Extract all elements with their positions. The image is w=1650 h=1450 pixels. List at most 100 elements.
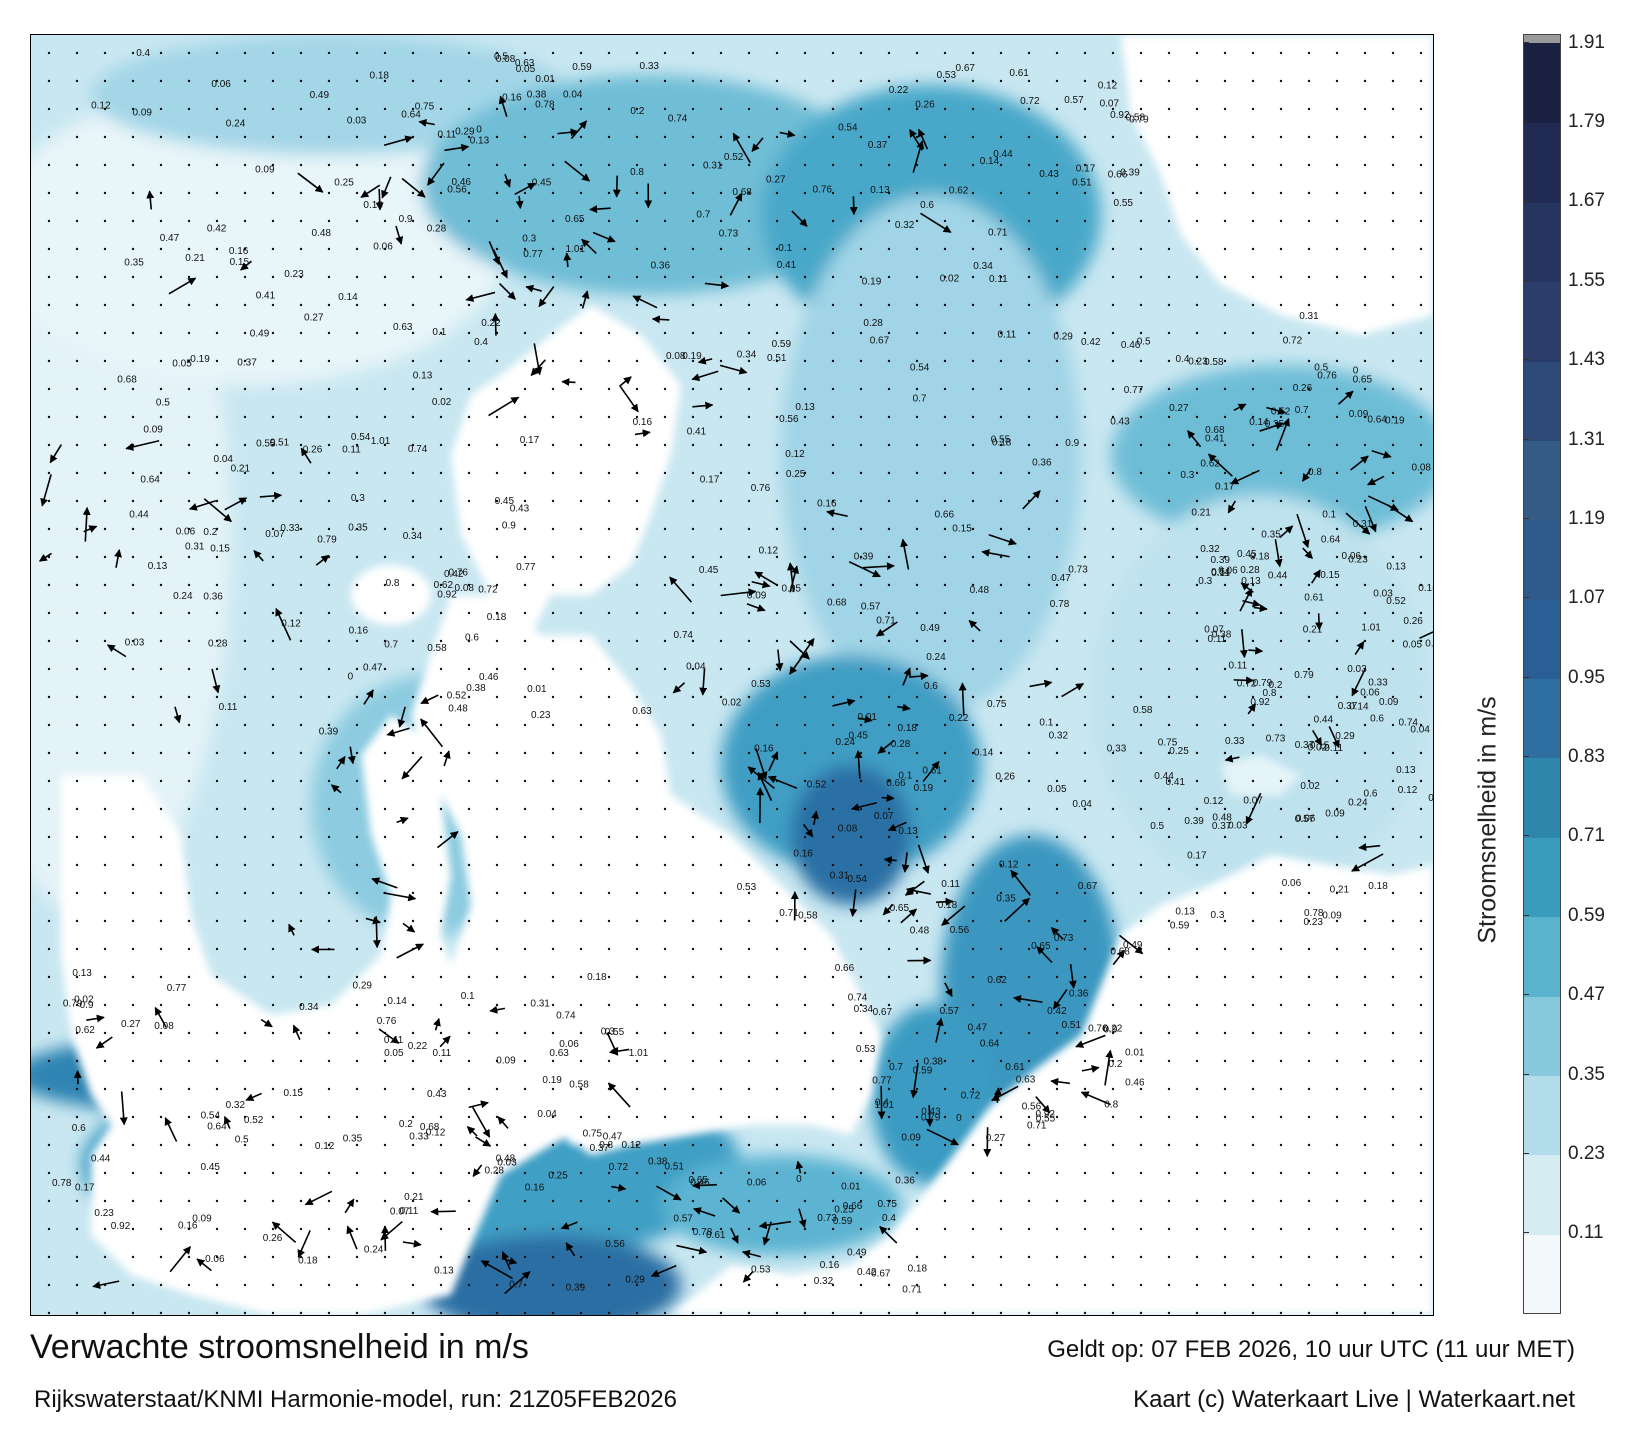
grid-dot [75, 1199, 79, 1203]
grid-dot [859, 891, 863, 895]
grid-dot [215, 1171, 219, 1175]
grid-dot [1111, 163, 1115, 167]
speed-value-label: 0.35 [124, 257, 144, 268]
grid-dot [383, 527, 387, 531]
grid-dot [271, 135, 275, 139]
speed-value-label: 0.66 [835, 963, 855, 974]
grid-dot [327, 639, 331, 643]
grid-dot [691, 443, 695, 447]
grid-dot [103, 779, 107, 783]
grid-dot [999, 751, 1003, 755]
grid-dot [383, 723, 387, 727]
grid-dot [1251, 79, 1255, 83]
speed-value-label: 0.45 [1237, 549, 1257, 560]
grid-dot [691, 751, 695, 755]
speed-value-label: 0.73 [1054, 933, 1074, 944]
grid-dot [1335, 947, 1339, 951]
grid-dot [327, 1143, 331, 1147]
grid-dot [47, 723, 51, 727]
grid-dot [831, 1255, 835, 1259]
grid-dot [495, 975, 499, 979]
speed-value-label: 0.04 [1072, 799, 1092, 810]
grid-dot [327, 667, 331, 671]
copyright-link[interactable]: Kaart (c) Waterkaart Live | Waterkaart.n… [1133, 1386, 1575, 1413]
grid-dot [1111, 275, 1115, 279]
grid-dot [187, 163, 191, 167]
grid-dot [999, 163, 1003, 167]
grid-dot [1251, 919, 1255, 923]
grid-dot [495, 583, 499, 587]
speed-value-label: 0.5 [1150, 821, 1164, 832]
grid-dot [243, 1143, 247, 1147]
grid-dot [831, 275, 835, 279]
grid-dot [159, 443, 163, 447]
grid-dot [467, 107, 471, 111]
grid-dot [1363, 303, 1367, 307]
grid-dot [1055, 751, 1059, 755]
grid-dot [327, 723, 331, 727]
grid-dot [1195, 1143, 1199, 1147]
colorbar [1523, 34, 1561, 1314]
grid-dot [243, 1115, 247, 1119]
grid-dot [747, 611, 751, 615]
grid-dot [271, 303, 275, 307]
speed-value-label: 0.77 [1124, 385, 1144, 396]
grid-dot [551, 583, 555, 587]
grid-dot [1083, 443, 1087, 447]
grid-dot [47, 499, 51, 503]
grid-dot [271, 919, 275, 923]
grid-dot [271, 247, 275, 251]
grid-dot [523, 919, 527, 923]
grid-dot [47, 835, 51, 839]
grid-dot [355, 1003, 359, 1007]
grid-dot [411, 303, 415, 307]
current-vector-arrow [767, 775, 798, 790]
speed-value-label: 0.03 [1347, 664, 1367, 675]
grid-dot [1083, 79, 1087, 83]
grid-dot [1251, 695, 1255, 699]
grid-dot [131, 1087, 135, 1091]
grid-dot [1027, 415, 1031, 419]
grid-dot [355, 891, 359, 895]
grid-dot [159, 1255, 163, 1259]
grid-dot [551, 247, 555, 251]
grid-dot [187, 107, 191, 111]
grid-dot [215, 471, 219, 475]
grid-dot [1279, 1143, 1283, 1147]
grid-dot [383, 1283, 387, 1287]
grid-dot [1111, 1143, 1115, 1147]
current-speed-map[interactable]: 0.13 0.18 0.16 0.12 0.11 0.13 0.09 0.1 0.06 0.05 0… [30, 34, 1434, 1316]
speed-value-label: 0.24 [226, 119, 246, 130]
grid-dot [1363, 1115, 1367, 1119]
grid-dot [355, 975, 359, 979]
speed-value-label: 0.36 [651, 260, 671, 271]
grid-dot [271, 1115, 275, 1119]
grid-dot [999, 1059, 1003, 1063]
grid-dot [831, 135, 835, 139]
grid-dot [215, 975, 219, 979]
grid-dot [803, 1171, 807, 1175]
grid-dot [999, 331, 1003, 335]
grid-dot [859, 471, 863, 475]
grid-dot [159, 667, 163, 671]
grid-dot [1111, 1311, 1115, 1315]
speed-value-label: 0.54 [201, 1110, 221, 1121]
grid-dot [439, 1115, 443, 1119]
grid-dot [215, 135, 219, 139]
grid-dot [663, 919, 667, 923]
grid-dot [719, 219, 723, 223]
colorbar-segment [1524, 360, 1560, 441]
grid-dot [1251, 1255, 1255, 1259]
speed-value-label: 0.37 [590, 1143, 610, 1154]
grid-dot [775, 835, 779, 839]
current-vector-arrow [402, 922, 416, 933]
grid-dot [999, 443, 1003, 447]
speed-value-label: 0.09 [496, 1056, 516, 1067]
grid-dot [1223, 835, 1227, 839]
grid-dot [75, 695, 79, 699]
grid-dot [187, 247, 191, 251]
grid-dot [1307, 275, 1311, 279]
speed-value-label: 0.02 [1308, 742, 1328, 753]
grid-dot [999, 779, 1003, 783]
grid-dot [747, 863, 751, 867]
